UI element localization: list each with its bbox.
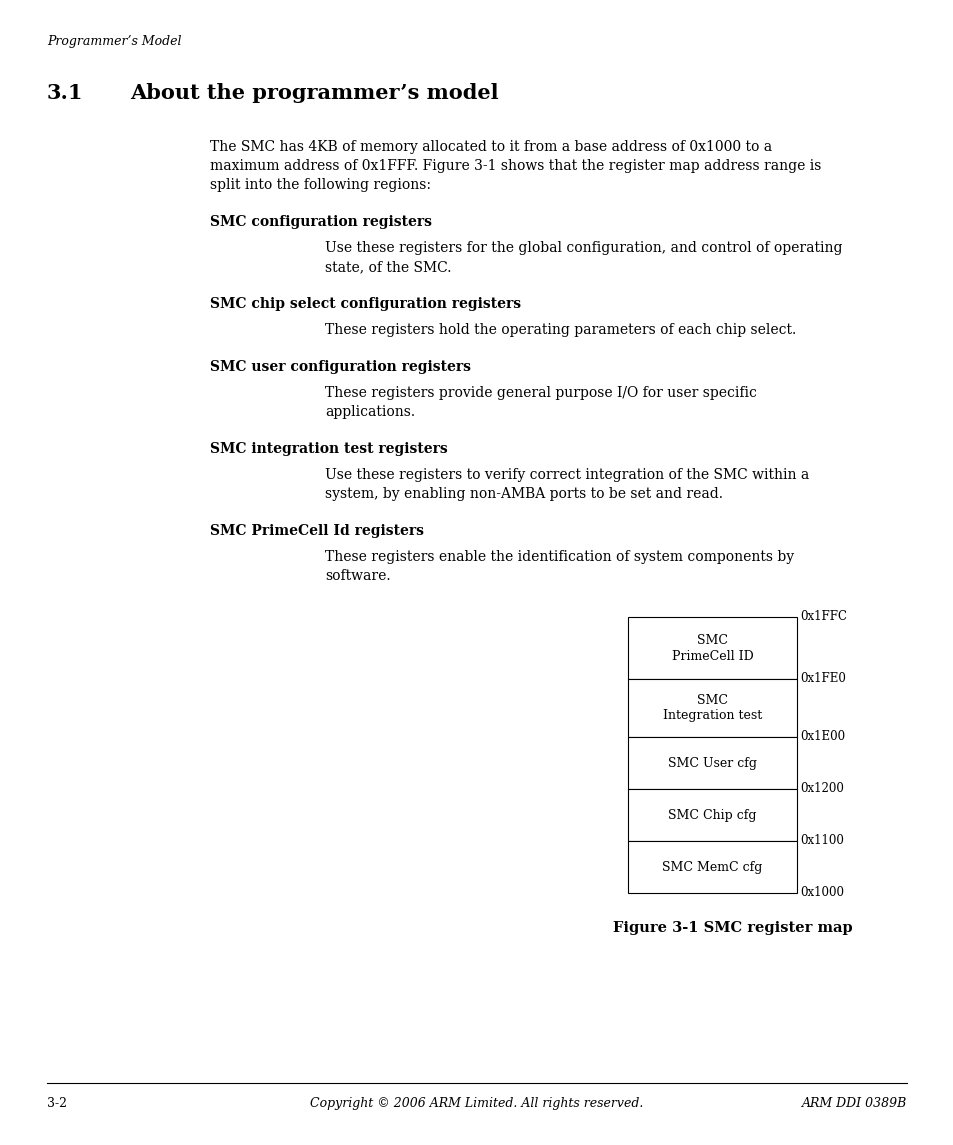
Text: SMC PrimeCell Id registers: SMC PrimeCell Id registers	[210, 524, 423, 538]
Text: applications.: applications.	[325, 405, 415, 419]
Text: SMC user configuration registers: SMC user configuration registers	[210, 360, 471, 374]
Text: These registers enable the identification of system components by: These registers enable the identificatio…	[325, 550, 793, 564]
Text: 0x1200: 0x1200	[800, 782, 843, 796]
Text: ARM DDI 0389B: ARM DDI 0389B	[801, 1097, 906, 1110]
Text: Programmer’s Model: Programmer’s Model	[47, 35, 181, 48]
Text: system, by enabling non-AMBA ports to be set and read.: system, by enabling non-AMBA ports to be…	[325, 487, 722, 502]
Text: split into the following regions:: split into the following regions:	[210, 177, 431, 192]
Text: 3-2: 3-2	[47, 1097, 67, 1110]
Bar	[627, 840, 796, 893]
Text: 0x1FE0: 0x1FE0	[800, 672, 845, 686]
Text: 0x1FFC: 0x1FFC	[800, 610, 846, 624]
Text: SMC integration test registers: SMC integration test registers	[210, 442, 447, 456]
Text: 0x1E00: 0x1E00	[800, 731, 844, 743]
Text: These registers hold the operating parameters of each chip select.: These registers hold the operating param…	[325, 323, 796, 337]
Text: Copyright © 2006 ARM Limited. All rights reserved.: Copyright © 2006 ARM Limited. All rights…	[310, 1097, 643, 1110]
Text: SMC
Integration test: SMC Integration test	[662, 694, 761, 722]
Text: software.: software.	[325, 569, 390, 583]
Text: Figure 3-1 SMC register map: Figure 3-1 SMC register map	[612, 921, 851, 935]
Bar	[627, 617, 796, 679]
Text: Use these registers to verify correct integration of the SMC within a: Use these registers to verify correct in…	[325, 468, 808, 482]
Text: 0x1000: 0x1000	[800, 886, 843, 900]
Text: About the programmer’s model: About the programmer’s model	[130, 82, 498, 103]
Text: 0x1100: 0x1100	[800, 835, 843, 847]
Text: SMC configuration registers: SMC configuration registers	[210, 215, 432, 229]
Bar	[627, 679, 796, 737]
Text: SMC chip select configuration registers: SMC chip select configuration registers	[210, 297, 520, 311]
Text: SMC User cfg: SMC User cfg	[667, 757, 757, 769]
Text: 3.1: 3.1	[47, 82, 84, 103]
Text: maximum address of 0x1FFF. Figure 3-1 shows that the register map address range : maximum address of 0x1FFF. Figure 3-1 sh…	[210, 159, 821, 173]
Text: The SMC has 4KB of memory allocated to it from a base address of 0x1000 to a: The SMC has 4KB of memory allocated to i…	[210, 140, 771, 153]
Text: SMC
PrimeCell ID: SMC PrimeCell ID	[671, 633, 753, 663]
Text: SMC MemC cfg: SMC MemC cfg	[661, 861, 761, 874]
Text: These registers provide general purpose I/O for user specific: These registers provide general purpose …	[325, 386, 756, 400]
Bar	[627, 737, 796, 789]
Bar	[627, 789, 796, 840]
Text: state, of the SMC.: state, of the SMC.	[325, 260, 451, 274]
Text: Use these registers for the global configuration, and control of operating: Use these registers for the global confi…	[325, 240, 841, 255]
Text: SMC Chip cfg: SMC Chip cfg	[667, 808, 756, 821]
